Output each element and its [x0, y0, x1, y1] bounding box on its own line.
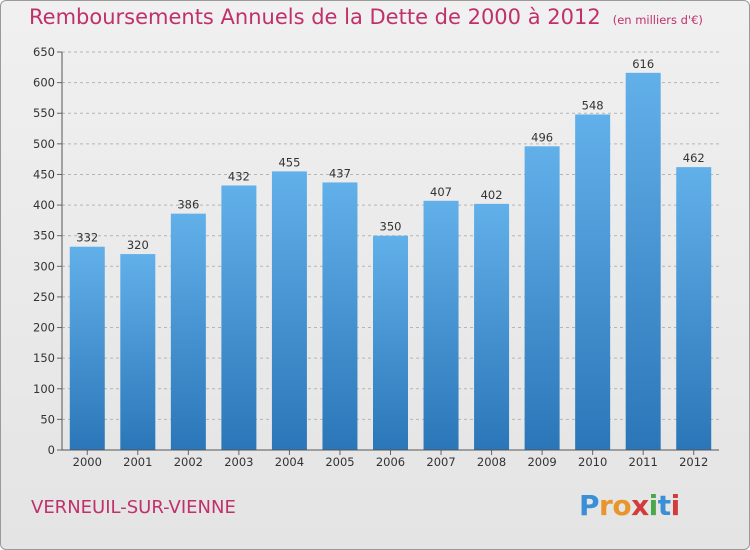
bars: [69, 72, 712, 451]
y-tick-label: 50: [40, 412, 55, 426]
y-tick-label: 100: [33, 382, 55, 396]
logo-letter: x: [631, 489, 649, 522]
x-tick-label: 2004: [275, 455, 304, 469]
y-tick-label: 300: [33, 259, 55, 273]
x-tick-label: 2000: [73, 455, 102, 469]
x-tick-label: 2006: [376, 455, 405, 469]
y-tick-label: 400: [33, 198, 55, 212]
y-tick-label: 350: [33, 229, 55, 243]
municipality-name: VERNEUIL-SUR-VIENNE: [31, 497, 236, 518]
value-label-2002: 386: [177, 198, 199, 212]
bar-2010: [575, 114, 611, 450]
bar-2011: [625, 72, 661, 451]
value-label-2003: 432: [228, 169, 250, 183]
chart-title: Remboursements Annuels de la Dette de 20…: [29, 5, 703, 29]
x-tick-label: 2007: [426, 455, 455, 469]
value-labels: 332 320 386 432 455 437 350 407 402 496 548 616 462: [76, 57, 704, 252]
value-label-2005: 437: [329, 166, 351, 180]
value-label-2001: 320: [127, 238, 149, 252]
y-tick-label: 200: [33, 321, 55, 335]
title-text: Remboursements Annuels de la Dette de 20…: [29, 5, 601, 29]
x-tick-label: 2010: [578, 455, 607, 469]
value-label-2006: 350: [380, 220, 402, 234]
y-tick-label: 250: [33, 290, 55, 304]
value-label-2008: 402: [481, 188, 503, 202]
bar-2006: [373, 235, 408, 450]
bar-2003: [221, 185, 257, 450]
value-label-2007: 407: [430, 185, 452, 199]
bar-2012: [676, 167, 712, 451]
value-label-2010: 548: [582, 98, 604, 112]
x-tick-label: 2002: [174, 455, 203, 469]
bar-2007: [423, 200, 459, 450]
bar-2000: [69, 246, 105, 450]
y-tick-label: 550: [33, 106, 55, 120]
x-tick-label: 2005: [325, 455, 354, 469]
x-tick-label: 2003: [224, 455, 253, 469]
x-tick-label: 2008: [477, 455, 506, 469]
x-tick-label: 2012: [679, 455, 708, 469]
x-tick-label: 2001: [123, 455, 152, 469]
y-tick-label: 450: [33, 167, 55, 181]
x-tick-label: 2009: [527, 455, 556, 469]
proxiti-logo: Proxiti: [579, 489, 680, 522]
y-tick-label: 500: [33, 137, 55, 151]
value-label-2009: 496: [531, 130, 553, 144]
value-label-2004: 455: [278, 155, 300, 169]
bar-2009: [524, 146, 560, 450]
axes: 0 50 100 150 200 250 300 350 400 450 500 550 600 650 2…: [33, 45, 719, 469]
unit-label: (en milliers d'€): [612, 13, 703, 27]
bar-2004: [271, 171, 307, 450]
bar-2008: [474, 203, 510, 450]
logo-letter: t: [657, 489, 671, 522]
logo-letter: o: [612, 489, 632, 522]
y-tick-label: 150: [33, 351, 55, 365]
bar-2002: [170, 213, 206, 450]
logo-letter: i: [648, 489, 659, 522]
logo-letter: P: [579, 489, 600, 522]
y-tick-label: 600: [33, 76, 55, 90]
x-tick-label: 2011: [629, 455, 658, 469]
bar-2001: [120, 254, 156, 450]
value-label-2000: 332: [76, 231, 98, 245]
value-label-2011: 616: [632, 57, 654, 71]
bar-2005: [322, 182, 358, 450]
logo-letter: r: [599, 489, 613, 522]
logo-letter: i: [670, 489, 681, 522]
y-tick-label: 0: [48, 443, 55, 457]
y-tick-label: 650: [33, 45, 55, 59]
value-label-2012: 462: [683, 151, 705, 165]
